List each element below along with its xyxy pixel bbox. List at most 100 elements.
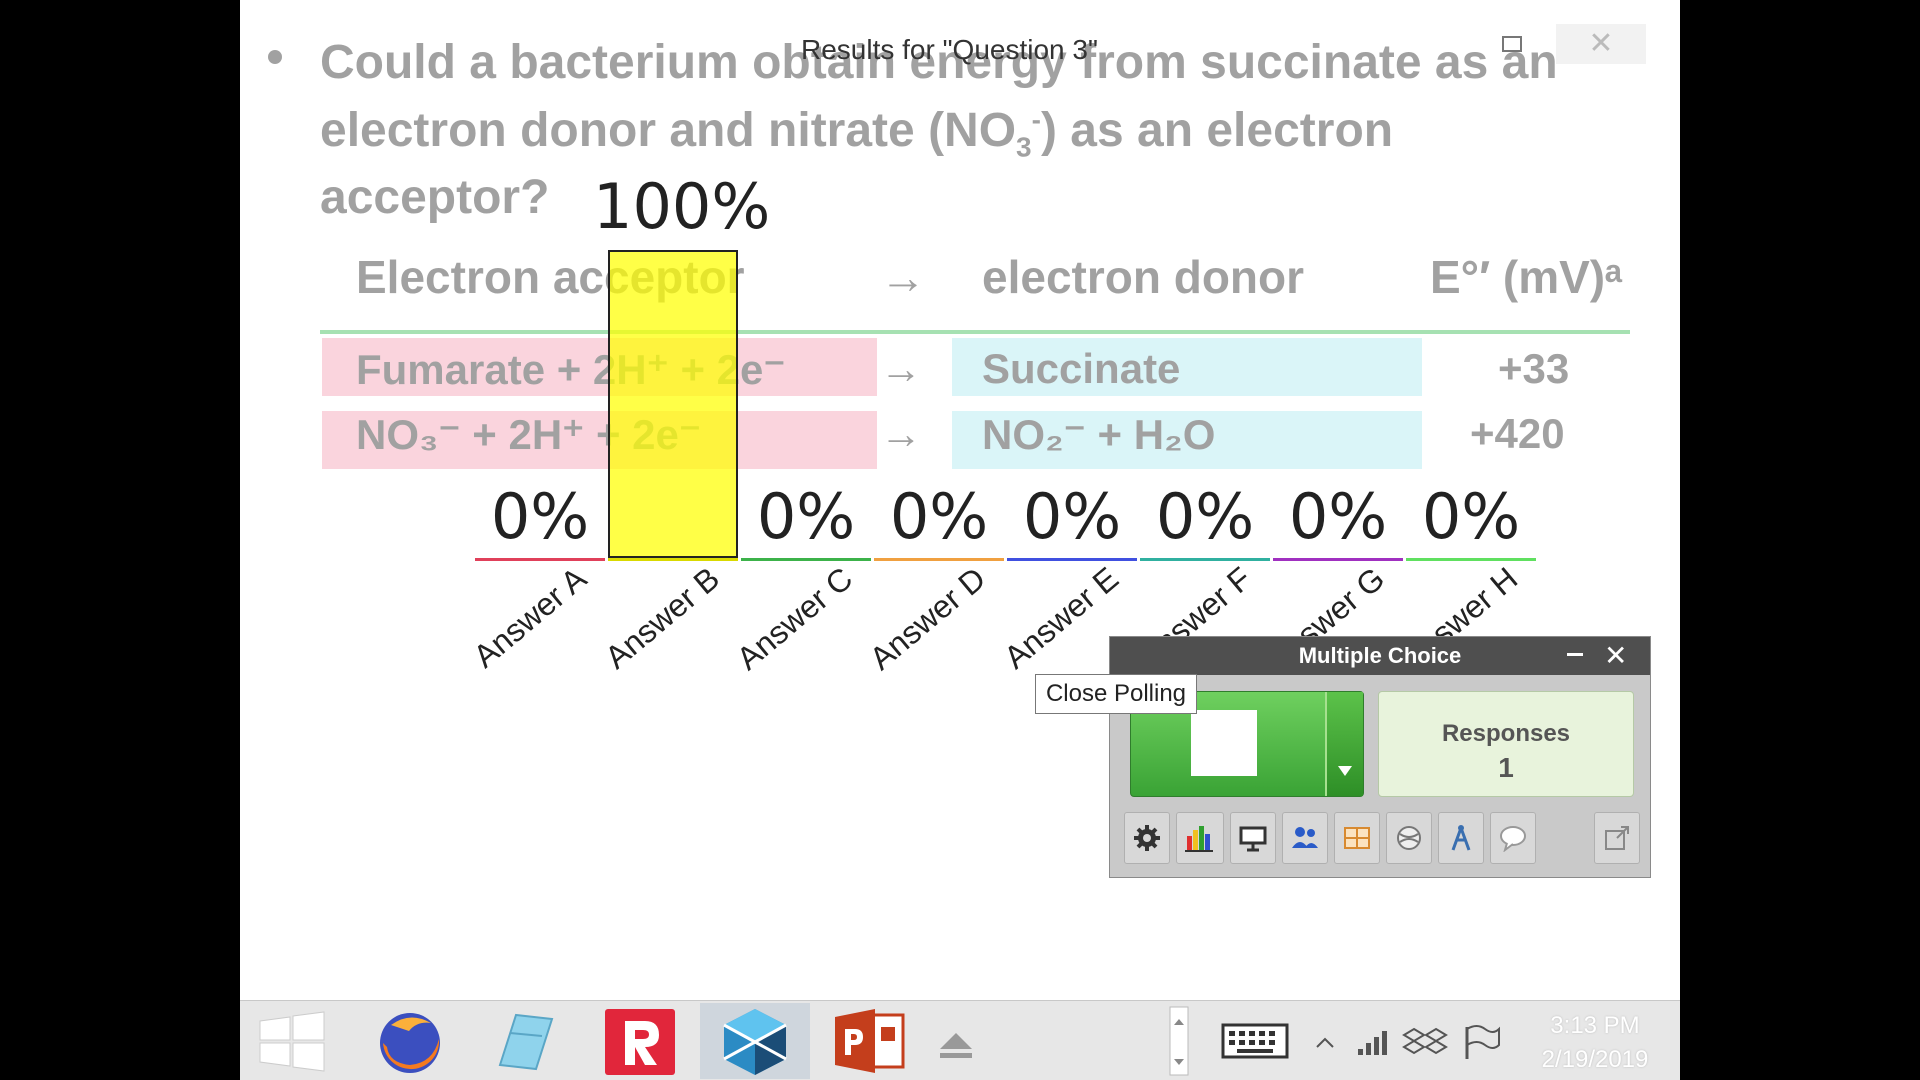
value-label-2: 100% bbox=[593, 170, 771, 243]
value-label-7: 0% bbox=[1288, 480, 1388, 553]
taskbar: 3:13 PM 2/19/2019 bbox=[240, 1000, 1680, 1080]
stop-icon bbox=[1191, 710, 1257, 776]
show-hidden-icons-button[interactable] bbox=[1305, 1003, 1345, 1079]
category-line-2 bbox=[608, 558, 738, 561]
chevron-up-icon bbox=[1316, 1037, 1334, 1048]
close-polling-tooltip: Close Polling bbox=[1035, 674, 1197, 714]
eject-icon bbox=[940, 1006, 1189, 1076]
sports-icon bbox=[1397, 826, 1421, 850]
question-line-1: Could a bacterium obtain energy from suc… bbox=[320, 36, 1558, 89]
category-line-5 bbox=[1007, 558, 1137, 561]
results-window-title: Results for "Question 3" bbox=[801, 34, 1098, 65]
responses-box[interactable]: Responses 1 bbox=[1378, 691, 1634, 797]
powerpoint-app[interactable] bbox=[815, 1003, 925, 1079]
results-window: Results for "Question 3" ✕ bbox=[256, 20, 1656, 980]
bar-answer-b[interactable] bbox=[608, 250, 738, 558]
taskbar-scroll-area[interactable] bbox=[928, 1003, 1190, 1079]
presentation-icon bbox=[1239, 826, 1267, 852]
row1-donor: Succinate bbox=[982, 345, 1181, 392]
touch-keyboard-button[interactable] bbox=[1215, 1003, 1295, 1079]
row1-arrow: → bbox=[880, 345, 922, 392]
action-center[interactable] bbox=[1455, 1003, 1505, 1079]
windows-logo-icon bbox=[259, 1011, 325, 1072]
grid-icon bbox=[1344, 827, 1370, 849]
category-line-6 bbox=[1140, 558, 1270, 561]
powerpoint-icon bbox=[835, 1009, 905, 1073]
row2-donor-band bbox=[952, 411, 1422, 469]
clock-time: 3:13 PM bbox=[1550, 1012, 1640, 1039]
question-line-2-post: ) as an electron bbox=[1040, 104, 1394, 157]
export-icon bbox=[1605, 826, 1629, 850]
category-line-3 bbox=[741, 558, 871, 561]
value-label-8: 0% bbox=[1421, 480, 1521, 553]
row1-value: +33 bbox=[1498, 345, 1570, 392]
firefox-app[interactable] bbox=[355, 1003, 465, 1079]
clock-date: 2/19/2019 bbox=[1541, 1046, 1649, 1073]
network-status[interactable] bbox=[1350, 1003, 1400, 1079]
start-button[interactable] bbox=[240, 1003, 350, 1079]
slide: Could a bacterium obtain energy from suc… bbox=[240, 0, 1680, 700]
poll-toolbar bbox=[1120, 812, 1640, 866]
firefox-icon bbox=[380, 1013, 440, 1073]
maximize-icon[interactable] bbox=[1502, 36, 1522, 52]
responses-label: Responses bbox=[1441, 720, 1571, 747]
question-line-3: acceptor? bbox=[320, 171, 550, 224]
participants-icon bbox=[1292, 827, 1318, 848]
minimize-icon[interactable] bbox=[1567, 653, 1583, 656]
grid-button[interactable] bbox=[1334, 812, 1380, 864]
presentation-button[interactable] bbox=[1230, 812, 1276, 864]
turning-point-app[interactable] bbox=[700, 1003, 810, 1079]
response-app[interactable] bbox=[585, 1003, 695, 1079]
bullet-dot bbox=[268, 50, 282, 64]
value-label-6: 0% bbox=[1155, 480, 1255, 553]
poll-close-button[interactable]: ✕ bbox=[1604, 639, 1628, 672]
antenna-button[interactable] bbox=[1438, 812, 1484, 864]
polling-dropdown-button[interactable] bbox=[1325, 692, 1363, 796]
category-line-7 bbox=[1273, 558, 1403, 561]
row1-donor-band bbox=[952, 338, 1422, 396]
response-r-icon bbox=[605, 1009, 675, 1075]
keyboard-icon bbox=[1221, 1023, 1289, 1059]
value-label-1: 0% bbox=[490, 480, 590, 553]
results-chart: 0% Answer A 100% Answer B 0% Answer C 0% Answer… bbox=[240, 0, 1680, 720]
question-line-2-sup: - bbox=[1031, 104, 1041, 135]
category-line-4 bbox=[874, 558, 1004, 561]
header-potential: E°′ (mV)ᵃ bbox=[1430, 251, 1623, 303]
bar-chart-icon bbox=[1185, 826, 1213, 852]
sports-button[interactable] bbox=[1386, 812, 1432, 864]
dropbox-icon bbox=[1402, 1027, 1448, 1055]
value-label-4: 0% bbox=[889, 480, 989, 553]
row2-arrow: → bbox=[880, 410, 922, 457]
responses-count: 1 bbox=[1498, 752, 1514, 783]
value-label-5: 0% bbox=[1022, 480, 1122, 553]
notepad-icon bbox=[498, 1013, 554, 1071]
screen: Could a bacterium obtain energy from suc… bbox=[240, 0, 1680, 1080]
poll-title: Multiple Choice bbox=[1110, 637, 1650, 675]
row2-donor: NO₂⁻ + H₂O bbox=[982, 411, 1216, 458]
row2-value: +420 bbox=[1470, 410, 1565, 457]
gear-icon bbox=[1134, 825, 1160, 851]
dropbox-status[interactable] bbox=[1400, 1003, 1450, 1079]
speech-bubble-icon bbox=[1500, 826, 1526, 852]
question-line-2: electron donor and nitrate (NO3-) as an … bbox=[320, 103, 1393, 164]
stop-polling-button[interactable] bbox=[1130, 691, 1364, 797]
row1-acceptor-band bbox=[322, 338, 877, 396]
chevron-down-icon bbox=[1338, 766, 1352, 776]
show-results-button[interactable] bbox=[1176, 812, 1224, 864]
settings-button[interactable] bbox=[1124, 812, 1170, 864]
system-clock[interactable]: 3:13 PM 2/19/2019 bbox=[1520, 1009, 1670, 1077]
header-electron-donor: electron donor bbox=[982, 251, 1305, 303]
messages-button[interactable] bbox=[1490, 812, 1536, 864]
question-line-2-pre: electron donor and nitrate (NO bbox=[320, 104, 1017, 157]
polling-widget: Multiple Choice ✕ Responses 1 bbox=[1109, 636, 1651, 878]
close-window-button[interactable]: ✕ bbox=[1556, 24, 1646, 64]
participants-button[interactable] bbox=[1282, 812, 1328, 864]
row2-acceptor-band bbox=[322, 411, 877, 469]
category-line-8 bbox=[1406, 558, 1536, 561]
question-line-2-sub: 3 bbox=[1016, 131, 1032, 163]
header-arrow: → bbox=[880, 251, 926, 303]
cube-icon bbox=[723, 1009, 787, 1075]
export-button[interactable] bbox=[1594, 812, 1640, 864]
category-line-1 bbox=[475, 558, 605, 561]
notepad-app[interactable] bbox=[470, 1003, 580, 1079]
